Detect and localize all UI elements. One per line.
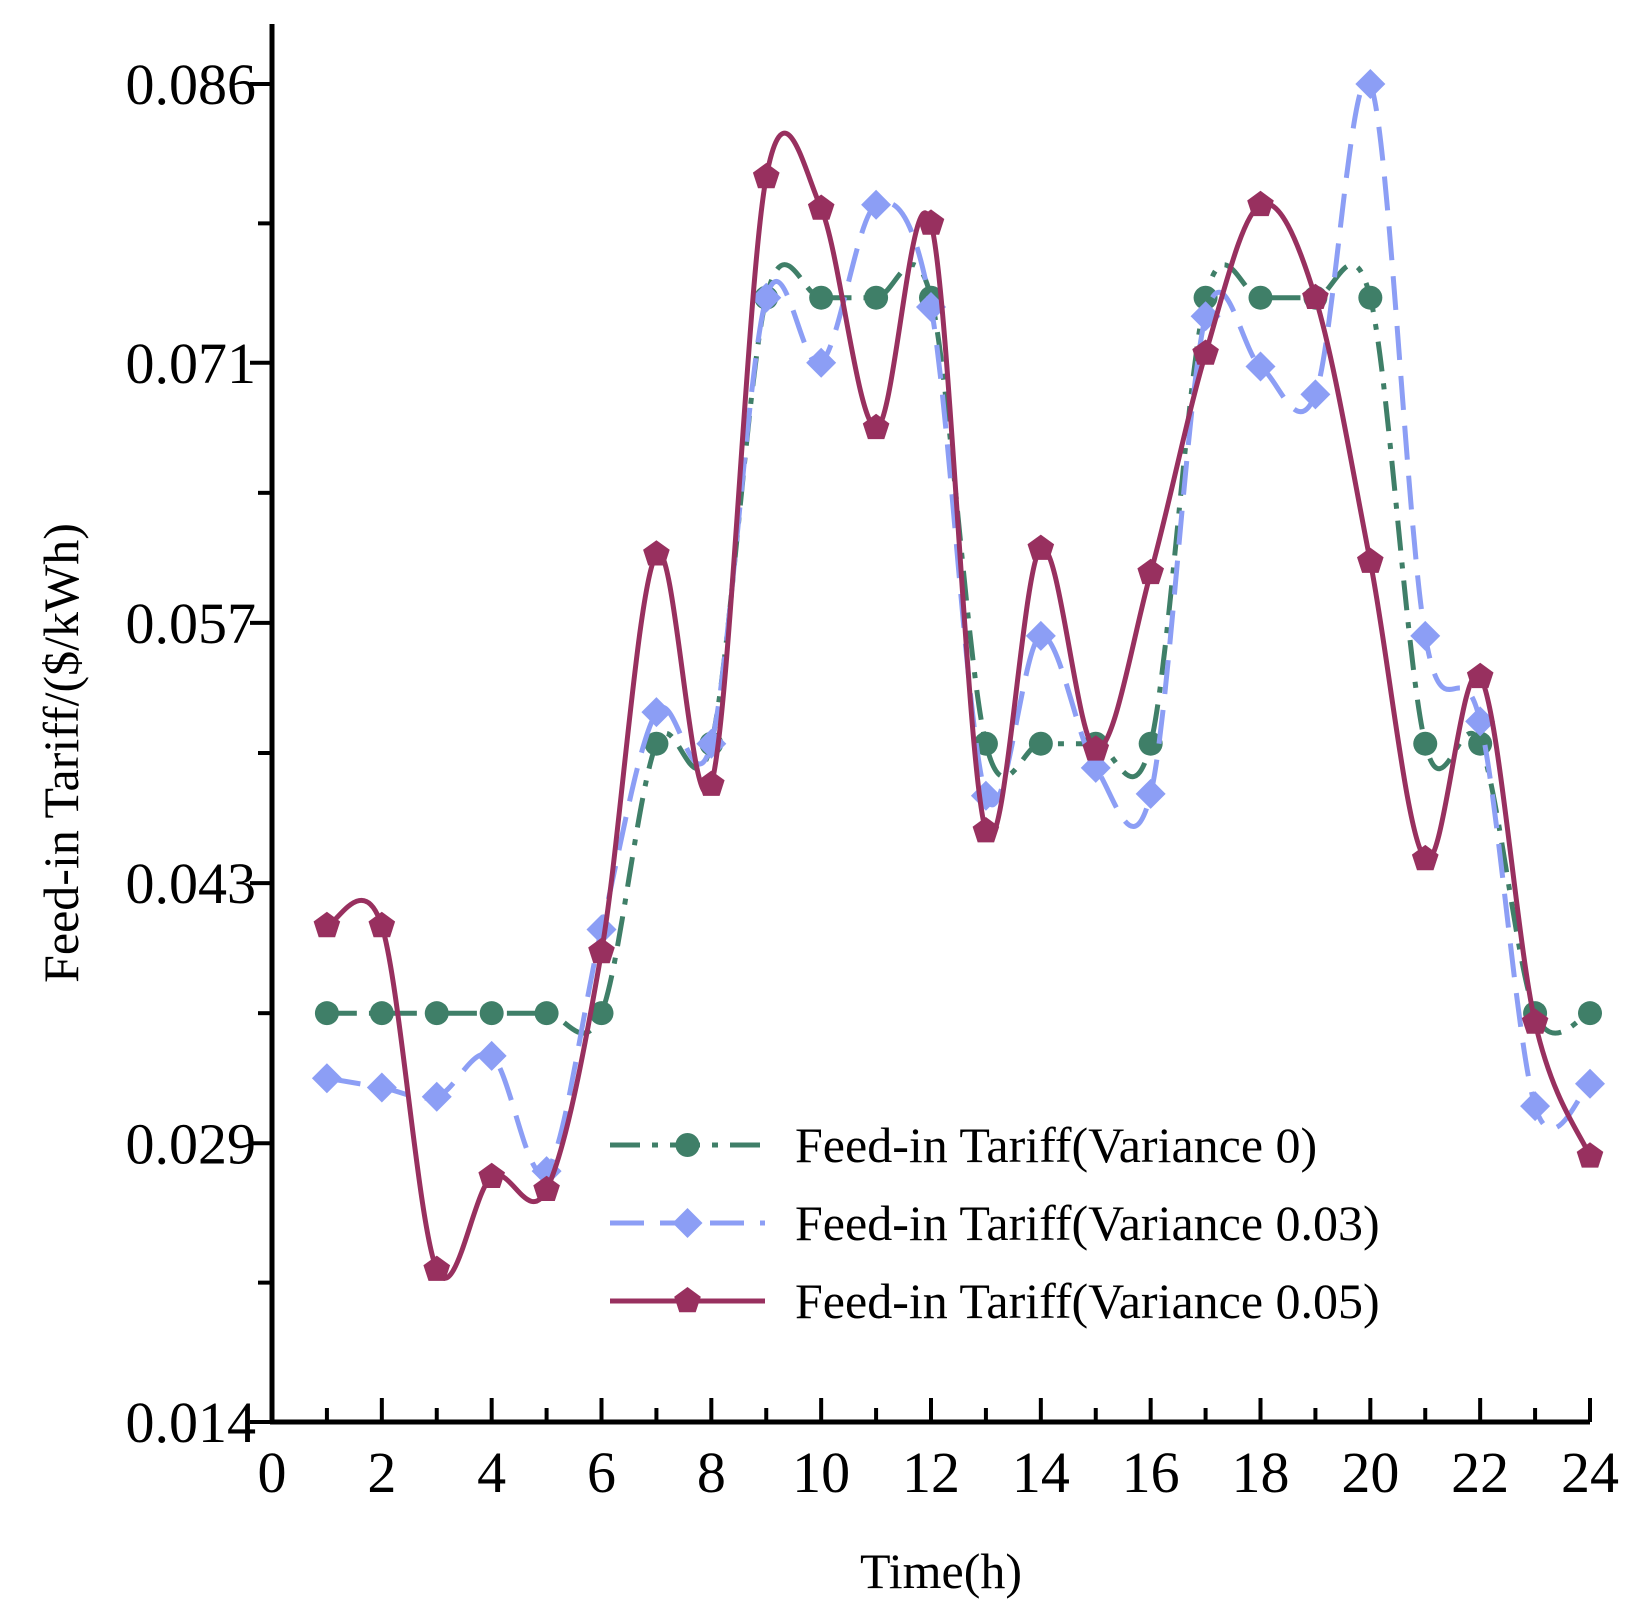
y-tick-label: 0.057 [126, 591, 257, 656]
data-point [368, 911, 396, 938]
data-point [589, 1001, 614, 1026]
data-point [1358, 285, 1383, 310]
data-point [972, 817, 1000, 843]
data-point [479, 1001, 504, 1026]
data-point [1138, 731, 1163, 756]
x-tick-label: 0 [258, 1440, 287, 1505]
data-point [1357, 547, 1384, 573]
data-point [366, 1072, 397, 1103]
data-point [916, 292, 946, 322]
x-axis-title: Time(h) [860, 1543, 1022, 1599]
series-0 [314, 262, 1602, 1036]
x-tick-label: 4 [477, 1440, 506, 1505]
data-point [864, 285, 889, 310]
data-point [1247, 190, 1274, 217]
data-point [1245, 351, 1276, 382]
series-2 [313, 130, 1604, 1281]
data-point [1465, 706, 1496, 737]
data-point [970, 780, 1001, 811]
legend-marker [675, 1133, 700, 1157]
data-point [807, 194, 835, 220]
data-point [644, 731, 669, 756]
data-point [421, 1081, 452, 1112]
data-point [478, 1162, 505, 1188]
x-tick-label: 12 [902, 1440, 960, 1505]
data-point [1192, 339, 1219, 365]
data-point [1028, 731, 1053, 756]
data-point [1025, 620, 1056, 651]
series-line [326, 262, 1591, 1036]
y-axis-title: Feed-in Tariff/($/kWh) [33, 523, 89, 983]
series-line [326, 77, 1592, 1176]
x-tick-label: 10 [792, 1440, 850, 1505]
data-point [1302, 283, 1329, 309]
x-tick-label: 14 [1012, 1440, 1070, 1505]
y-tick-label: 0.043 [126, 851, 257, 916]
data-point [423, 1255, 451, 1281]
data-point [314, 1001, 339, 1026]
data-point [1137, 558, 1164, 585]
data-point [588, 937, 615, 964]
data-point [1300, 379, 1331, 410]
x-tick-label: 24 [1561, 1440, 1619, 1505]
data-point [917, 209, 945, 235]
data-point [861, 189, 892, 220]
data-point [1575, 1068, 1605, 1099]
data-point [533, 1175, 560, 1201]
data-point [862, 413, 890, 440]
x-tick-label: 20 [1341, 1440, 1399, 1505]
legend-label: Feed-in Tariff(Variance 0.03) [795, 1195, 1380, 1251]
data-point [313, 911, 341, 938]
legend: Feed-in Tariff(Variance 0) Feed-in Tariff… [610, 1117, 1380, 1329]
data-point [973, 731, 998, 756]
data-point [643, 540, 670, 566]
data-point [476, 1040, 507, 1071]
data-point [1411, 844, 1439, 871]
legend-marker [674, 1287, 701, 1313]
data-point [1410, 620, 1441, 651]
x-tick-label: 22 [1451, 1440, 1509, 1505]
data-point [1578, 1001, 1602, 1026]
x-tick-label: 6 [587, 1440, 616, 1505]
data-point [534, 1001, 559, 1026]
data-point [311, 1063, 342, 1094]
data-point [809, 285, 834, 310]
data-point [698, 770, 725, 796]
data-point [641, 697, 672, 728]
data-point [1413, 731, 1438, 756]
data-point [752, 162, 780, 189]
data-point [751, 282, 782, 313]
x-tick-label: 18 [1232, 1440, 1290, 1505]
data-point [424, 1001, 449, 1026]
series-line [325, 130, 1593, 1281]
legend-label: Feed-in Tariff(Variance 0) [795, 1117, 1317, 1173]
data-point [1248, 285, 1273, 310]
data-point [369, 1001, 394, 1026]
y-tick-label: 0.086 [126, 52, 257, 117]
x-tick-label: 2 [367, 1440, 396, 1505]
data-point [1520, 1091, 1551, 1122]
legend-marker [672, 1208, 703, 1238]
y-tick-label: 0.071 [126, 331, 257, 396]
data-point [1521, 1008, 1549, 1034]
data-point [806, 347, 837, 378]
x-tick-label: 8 [697, 1440, 726, 1505]
x-tick-label: 16 [1122, 1440, 1180, 1505]
data-point [1466, 662, 1494, 689]
y-tick-label: 0.014 [126, 1390, 257, 1455]
data-point [1576, 1142, 1604, 1168]
y-tick-label: 0.029 [126, 1111, 257, 1176]
legend-label: Feed-in Tariff(Variance 0.05) [795, 1273, 1380, 1329]
data-point [1082, 735, 1110, 761]
data-point [1027, 534, 1055, 560]
data-point [586, 914, 617, 945]
data-point [1355, 69, 1386, 99]
data-point [1135, 778, 1166, 809]
series-layer [311, 69, 1605, 1281]
data-point [1193, 285, 1218, 310]
